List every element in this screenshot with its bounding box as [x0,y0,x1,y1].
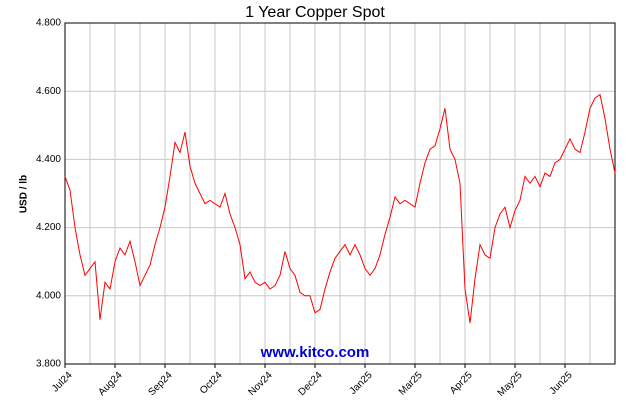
y-tick-label: 4.800 [36,18,61,29]
y-tick-label: 4.200 [36,222,61,233]
y-tick-label: 4.600 [36,86,61,97]
y-tick-label: 4.400 [36,154,61,165]
price-line [64,93,616,324]
plot-border [64,22,616,365]
y-tick-label: 4.000 [36,290,61,301]
y-axis-label: USD / lb [19,175,30,213]
chart-title: 1 Year Copper Spot [245,4,385,21]
watermark: www.kitco.com [260,344,370,361]
y-tick-label: 3.800 [36,359,61,370]
